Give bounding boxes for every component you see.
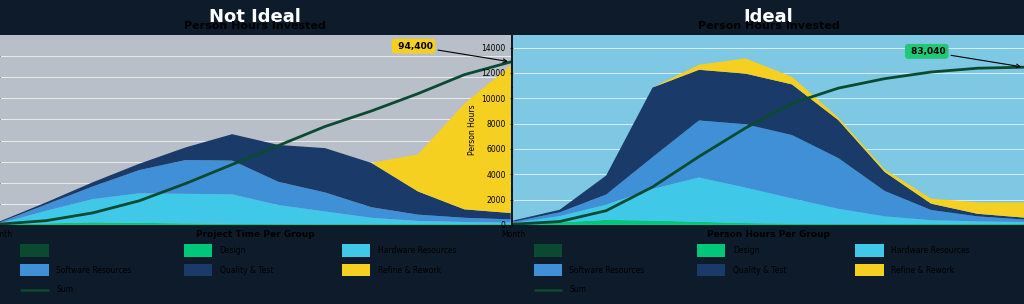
Text: 94,400: 94,400 xyxy=(394,42,507,62)
Text: Software Resources: Software Resources xyxy=(56,265,131,275)
Text: Quality & Test: Quality & Test xyxy=(219,265,273,275)
Bar xyxy=(20,264,48,276)
Text: Quality & Test: Quality & Test xyxy=(733,265,786,275)
Text: Design: Design xyxy=(733,246,760,255)
Bar xyxy=(20,244,48,257)
Y-axis label: Person Hours: Person Hours xyxy=(468,105,477,155)
Bar xyxy=(697,244,725,257)
Bar xyxy=(855,264,884,276)
Text: Hardware Resources: Hardware Resources xyxy=(378,246,457,255)
Text: Person Hours Per Group: Person Hours Per Group xyxy=(708,230,830,240)
Bar xyxy=(697,264,725,276)
Bar xyxy=(184,244,212,257)
Bar xyxy=(534,264,562,276)
Bar xyxy=(855,244,884,257)
Title: Person Hours Invested: Person Hours Invested xyxy=(184,21,327,31)
Text: Refine & Rework: Refine & Rework xyxy=(891,265,954,275)
Text: Software Resources: Software Resources xyxy=(569,265,645,275)
Bar xyxy=(534,244,562,257)
Bar xyxy=(342,264,371,276)
Title: Person Hours Invested: Person Hours Invested xyxy=(697,21,840,31)
Text: Project Time Per Group: Project Time Per Group xyxy=(196,230,314,240)
Text: Sum: Sum xyxy=(56,285,73,294)
Text: Sum: Sum xyxy=(569,285,587,294)
Text: 83,040: 83,040 xyxy=(908,47,1020,68)
Text: Refine & Rework: Refine & Rework xyxy=(378,265,441,275)
Bar xyxy=(184,264,212,276)
Text: Ideal: Ideal xyxy=(743,9,794,26)
Bar xyxy=(342,244,371,257)
Text: Not Ideal: Not Ideal xyxy=(210,9,301,26)
Text: Hardware Resources: Hardware Resources xyxy=(891,246,970,255)
Text: Design: Design xyxy=(219,246,246,255)
